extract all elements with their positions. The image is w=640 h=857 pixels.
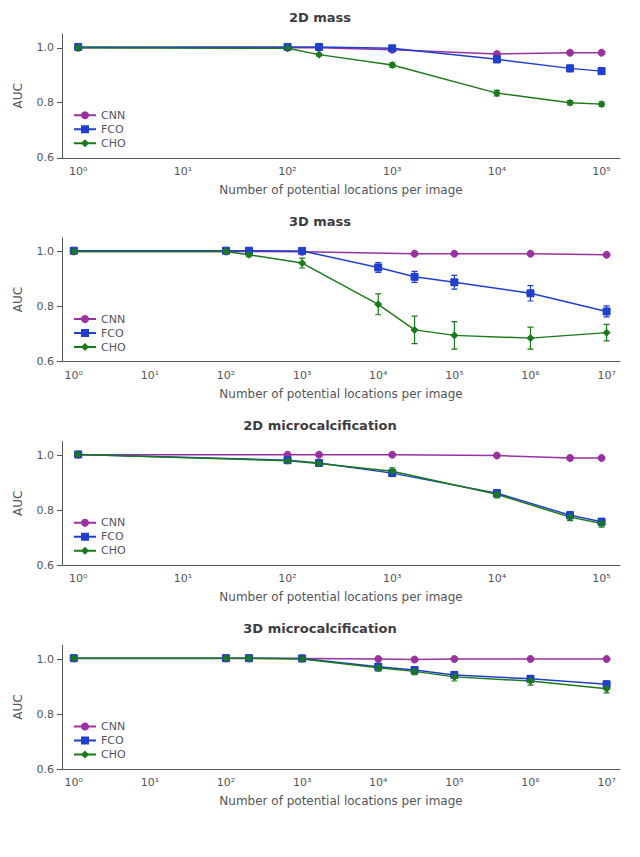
svg-text:1.0: 1.0 (37, 653, 55, 666)
svg-text:CNN: CNN (101, 516, 125, 529)
svg-text:10¹: 10¹ (141, 776, 159, 789)
svg-text:1.0: 1.0 (37, 245, 55, 258)
svg-text:10⁰: 10⁰ (65, 369, 84, 382)
svg-text:10⁰: 10⁰ (65, 776, 84, 789)
svg-text:CNN: CNN (101, 720, 125, 733)
svg-text:10⁰: 10⁰ (69, 572, 88, 585)
svg-text:10²: 10² (278, 165, 296, 178)
svg-text:AUC: AUC (11, 694, 25, 719)
svg-text:10⁵: 10⁵ (445, 776, 463, 789)
svg-text:0.8: 0.8 (37, 504, 55, 517)
svg-text:10³: 10³ (383, 165, 401, 178)
svg-text:Number of potential locations: Number of potential locations per image (219, 590, 462, 604)
svg-text:0.8: 0.8 (37, 96, 55, 109)
svg-text:3D mass: 3D mass (289, 214, 351, 229)
svg-text:10⁷: 10⁷ (597, 776, 615, 789)
svg-text:0.6: 0.6 (37, 151, 55, 164)
svg-text:Number of potential locations: Number of potential locations per image (219, 794, 462, 808)
svg-text:CNN: CNN (101, 109, 125, 122)
svg-text:10¹: 10¹ (141, 369, 159, 382)
svg-text:CHO: CHO (101, 748, 126, 761)
svg-text:1.0: 1.0 (37, 449, 55, 462)
svg-text:CNN: CNN (101, 313, 125, 326)
svg-text:AUC: AUC (11, 83, 25, 108)
svg-text:10⁴: 10⁴ (488, 572, 507, 585)
svg-text:3D microcalcification: 3D microcalcification (243, 621, 396, 636)
svg-text:FCO: FCO (101, 530, 124, 543)
svg-text:10¹: 10¹ (174, 572, 192, 585)
svg-text:10⁵: 10⁵ (445, 369, 463, 382)
svg-text:0.6: 0.6 (37, 355, 55, 368)
svg-text:0.6: 0.6 (37, 763, 55, 776)
svg-text:FCO: FCO (101, 734, 124, 747)
svg-text:10⁴: 10⁴ (369, 776, 388, 789)
svg-text:10⁴: 10⁴ (369, 369, 388, 382)
svg-text:10²: 10² (217, 776, 235, 789)
svg-text:CHO: CHO (101, 137, 126, 150)
svg-text:10³: 10³ (293, 776, 311, 789)
svg-text:10⁷: 10⁷ (597, 369, 615, 382)
svg-text:0.8: 0.8 (37, 300, 55, 313)
svg-text:AUC: AUC (11, 287, 25, 312)
svg-text:10¹: 10¹ (174, 165, 192, 178)
svg-text:FCO: FCO (101, 327, 124, 340)
svg-text:10⁶: 10⁶ (521, 776, 540, 789)
svg-text:10²: 10² (278, 572, 296, 585)
svg-text:AUC: AUC (11, 491, 25, 516)
svg-text:Number of potential locations: Number of potential locations per image (219, 387, 462, 401)
svg-text:10³: 10³ (383, 572, 401, 585)
svg-text:10⁴: 10⁴ (488, 165, 507, 178)
svg-text:10⁰: 10⁰ (69, 165, 88, 178)
svg-text:0.8: 0.8 (37, 708, 55, 721)
svg-text:CHO: CHO (101, 544, 126, 557)
svg-text:0.6: 0.6 (37, 559, 55, 572)
svg-text:2D mass: 2D mass (289, 10, 351, 25)
svg-text:10⁶: 10⁶ (521, 369, 540, 382)
svg-text:10⁵: 10⁵ (592, 572, 610, 585)
svg-text:10³: 10³ (293, 369, 311, 382)
svg-text:2D microcalcification: 2D microcalcification (243, 418, 396, 433)
svg-text:CHO: CHO (101, 341, 126, 354)
svg-text:1.0: 1.0 (37, 41, 55, 54)
svg-text:Number of potential locations: Number of potential locations per image (219, 183, 462, 197)
svg-text:10⁵: 10⁵ (592, 165, 610, 178)
svg-text:10²: 10² (217, 369, 235, 382)
svg-text:FCO: FCO (101, 123, 124, 136)
